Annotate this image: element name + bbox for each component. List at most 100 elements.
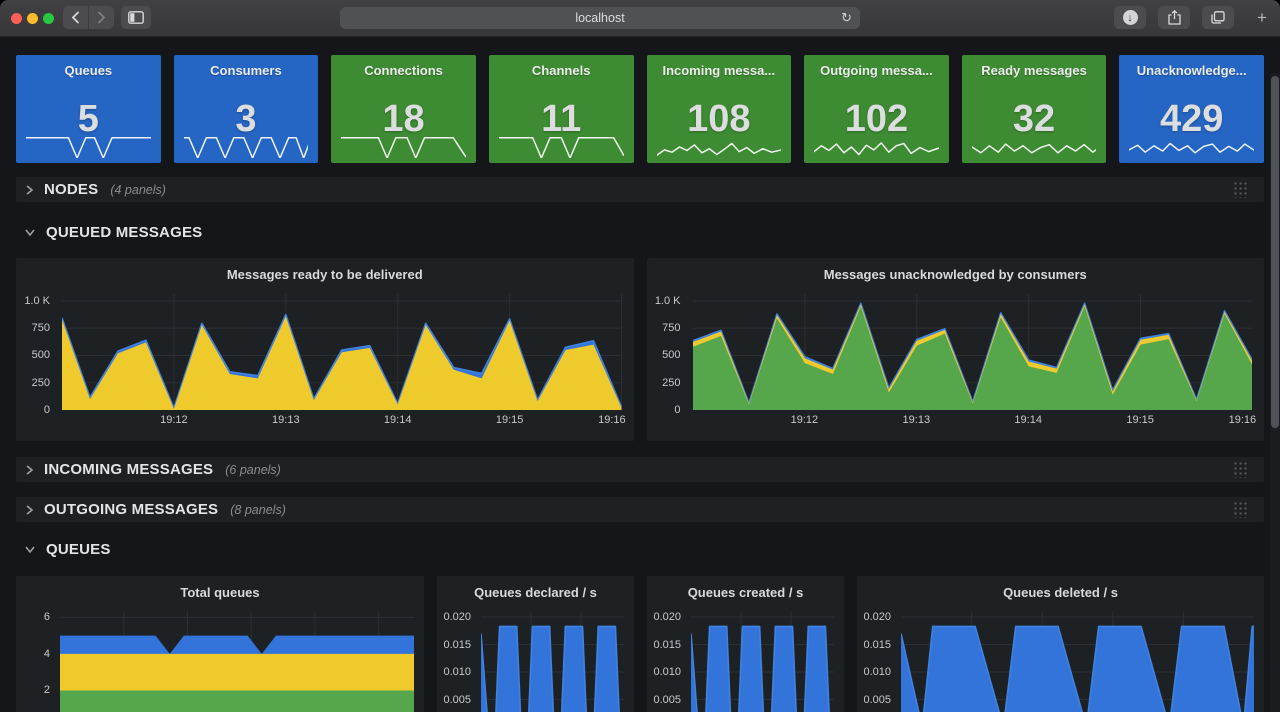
stat-panel[interactable]: Queues 5 — [16, 55, 161, 163]
address-bar[interactable]: localhost ↻ — [340, 7, 860, 29]
zoom-window-button[interactable] — [43, 13, 54, 24]
panel-messages-ready: Messages ready to be delivered 1.0 K 750 5… — [16, 258, 634, 441]
y-tick-label: 0.010 — [443, 666, 471, 679]
row-title: OUTGOING MESSAGES — [44, 501, 219, 518]
downloads-button[interactable]: ↓ — [1114, 6, 1146, 29]
sidebar-toggle-button[interactable] — [121, 6, 151, 29]
queues-panels: Total queues 6 4 2 Queues declared / s 0.0… — [16, 576, 1264, 712]
row-outgoing-messages[interactable]: OUTGOING MESSAGES (8 panels) — [16, 497, 1264, 522]
row-title: INCOMING MESSAGES — [44, 461, 214, 478]
panel-title[interactable]: Messages unacknowledged by consumers — [823, 267, 1087, 282]
row-drag-handle-icon[interactable] — [1233, 461, 1248, 478]
stat-title[interactable]: Ready messages — [981, 63, 1087, 78]
x-axis: 19:12 19:13 19:14 19:15 19:16 — [62, 414, 626, 430]
x-tick-label: 19:13 — [902, 414, 931, 426]
stat-panel[interactable]: Ready messages 32 — [961, 55, 1107, 163]
y-tick-label: 0 — [674, 404, 681, 416]
y-axis: 1.0 K 750 500 250 0 — [16, 294, 56, 416]
area-chart[interactable] — [901, 611, 1254, 712]
panel-messages-unacknowledged: Messages unacknowledged by consumers 1.0… — [646, 258, 1264, 441]
x-tick-label: 19:15 — [1126, 414, 1154, 426]
download-icon: ↓ — [1122, 10, 1138, 25]
stat-title[interactable]: Outgoing messa... — [820, 63, 933, 78]
y-axis: 0.020 0.015 0.010 0.005 — [857, 611, 897, 712]
y-axis: 0.020 0.015 0.010 0.005 — [647, 611, 687, 712]
share-icon — [1167, 10, 1181, 25]
chevron-right-icon — [24, 184, 34, 196]
sparkline — [26, 129, 151, 158]
panel-queues-declared: Queues declared / s 0.020 0.015 0.010 0.005 — [437, 576, 634, 712]
stat-title[interactable]: Channels — [531, 63, 591, 78]
stat-title[interactable]: Unacknowledge... — [1136, 63, 1247, 78]
stat-value: 108 — [687, 98, 751, 140]
x-tick-label: 19:12 — [790, 414, 819, 426]
stat-panel[interactable]: Unacknowledge... 429 — [1119, 55, 1264, 163]
x-tick-label: 19:15 — [495, 414, 524, 426]
tabs-icon — [1211, 11, 1225, 24]
chevron-down-icon — [24, 544, 36, 554]
forward-button[interactable] — [89, 6, 114, 29]
stat-title[interactable]: Consumers — [210, 63, 282, 78]
y-tick-label: 0.015 — [653, 638, 681, 651]
browser-toolbar: localhost ↻ ↓ + — [0, 0, 1280, 37]
scrollbar-thumb[interactable] — [1271, 76, 1279, 428]
stat-value: 5 — [77, 98, 99, 140]
y-tick-label: 0.005 — [653, 693, 681, 706]
panel-title[interactable]: Total queues — [180, 585, 260, 600]
x-tick-label: 19:14 — [1014, 414, 1042, 426]
panel-title[interactable]: Queues created / s — [687, 585, 804, 600]
area-chart[interactable] — [691, 611, 834, 712]
row-queues[interactable]: QUEUES — [16, 537, 1264, 561]
stat-panel[interactable]: Consumers 3 — [173, 55, 319, 163]
panel-title[interactable]: Queues deleted / s — [1003, 585, 1118, 600]
stat-panel[interactable]: Connections 18 — [331, 55, 476, 163]
tab-overview-button[interactable] — [1202, 6, 1234, 29]
row-panel-count: (8 panels) — [230, 502, 286, 517]
back-button[interactable] — [63, 6, 88, 29]
url-text: localhost — [575, 11, 625, 25]
stat-value: 11 — [541, 98, 582, 140]
scrollbar — [1270, 73, 1280, 712]
stat-title[interactable]: Queues — [64, 63, 113, 78]
row-drag-handle-icon[interactable] — [1233, 501, 1248, 518]
panel-title[interactable]: Messages ready to be delivered — [226, 267, 423, 282]
y-tick-label: 500 — [31, 349, 50, 362]
panel-queues-created: Queues created / s 0.020 0.015 0.010 0.005 — [647, 576, 844, 712]
queued-messages-panels: Messages ready to be delivered 1.0 K 750 5… — [16, 258, 1264, 441]
chevron-right-icon — [24, 504, 34, 516]
y-tick-label: 0.010 — [653, 666, 681, 679]
share-button[interactable] — [1158, 6, 1190, 29]
area-chart[interactable] — [481, 611, 624, 712]
chevron-right-icon — [24, 464, 34, 476]
stat-title[interactable]: Incoming messa... — [662, 63, 776, 78]
sparkline — [184, 129, 309, 158]
panel-title[interactable]: Queues declared / s — [474, 585, 597, 600]
minimize-window-button[interactable] — [27, 13, 38, 24]
stat-panel[interactable]: Channels 11 — [488, 55, 634, 163]
stat-panel[interactable]: Incoming messa... 108 — [646, 55, 792, 163]
row-incoming-messages[interactable]: INCOMING MESSAGES (6 panels) — [16, 457, 1264, 482]
y-tick-label: 4 — [43, 647, 50, 660]
row-queued-messages[interactable]: QUEUED MESSAGES — [16, 220, 1264, 244]
x-tick-label: 19:13 — [272, 414, 300, 426]
row-nodes[interactable]: NODES (4 panels) — [16, 177, 1264, 202]
sparkline — [972, 129, 1097, 158]
area-chart[interactable] — [60, 611, 414, 712]
stat-title[interactable]: Connections — [364, 63, 443, 78]
row-drag-handle-icon[interactable] — [1233, 181, 1248, 198]
chevron-right-icon — [98, 11, 106, 24]
area-chart[interactable] — [62, 294, 622, 410]
row-title: NODES — [44, 181, 99, 198]
new-tab-button[interactable]: + — [1257, 7, 1267, 27]
sparkline — [499, 129, 624, 158]
reload-icon[interactable]: ↻ — [841, 10, 852, 25]
y-tick-label: 0.020 — [443, 611, 471, 624]
close-window-button[interactable] — [11, 13, 22, 24]
stat-value: 429 — [1159, 98, 1224, 140]
y-tick-label: 0.005 — [863, 693, 891, 706]
sidebar-icon — [128, 11, 144, 24]
area-chart[interactable] — [692, 294, 1252, 410]
stat-panel[interactable]: Outgoing messa... 102 — [804, 55, 949, 163]
stat-value: 32 — [1012, 98, 1056, 140]
